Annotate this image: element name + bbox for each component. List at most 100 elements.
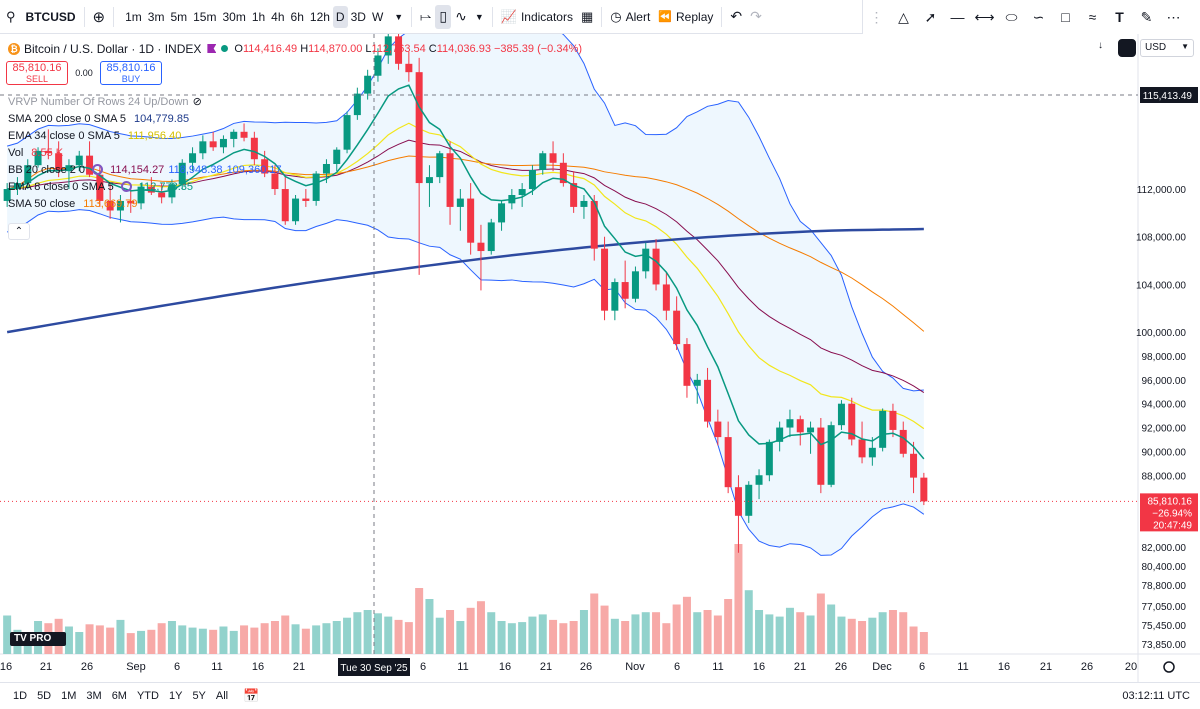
curve-tool-icon[interactable]: ∽ <box>1032 8 1045 25</box>
buy-button[interactable]: 85,810.16 BUY <box>100 61 162 85</box>
time-tick-label: 16 <box>252 661 264 673</box>
range-1Y[interactable]: 1Y <box>168 690 183 702</box>
time-tick-label: 26 <box>835 661 847 673</box>
range-6M[interactable]: 6M <box>111 690 127 702</box>
indicator-row[interactable]: VRVP Number Of Rows 24 Up/Down ⊘ <box>8 93 282 110</box>
timeframe-3D[interactable]: 3D <box>350 9 366 24</box>
candle-body <box>178 162 186 185</box>
candle-body <box>364 75 372 94</box>
drag-handle-icon[interactable]: ⋮ <box>869 8 884 25</box>
layout-grid-icon[interactable]: ▦ <box>580 8 594 24</box>
candle-body <box>65 165 73 172</box>
candle-body <box>415 72 423 184</box>
symbol-title[interactable]: Bitcoin / U.S. Dollar · 1D · INDEX <box>24 41 202 56</box>
settings-gear-icon[interactable] <box>120 181 132 192</box>
time-tick-label: 21 <box>40 661 52 673</box>
chart-area[interactable]: 112,000.00 108,000.00 104,000.00 100,000.00… <box>0 22 1200 682</box>
path-tool-icon[interactable]: ≈ <box>1088 9 1097 25</box>
volume-bar <box>755 610 764 654</box>
candle-body <box>96 174 104 201</box>
candle-body <box>250 137 258 160</box>
price-chart[interactable]: 112,000.00 108,000.00 104,000.00 100,000.00… <box>0 22 1200 682</box>
range-All[interactable]: All <box>215 690 229 702</box>
bar-chart-style-icon[interactable]: ⥛ <box>420 8 432 24</box>
volume-bar <box>559 623 568 654</box>
range-5Y[interactable]: 5Y <box>192 690 206 702</box>
pattern-tool-icon[interactable]: △ <box>898 8 909 25</box>
sma50-line <box>7 155 925 332</box>
go-to-date-calendar-icon[interactable]: 📅 <box>243 688 260 703</box>
volume-bar <box>147 629 156 654</box>
line-chart-style-icon[interactable]: ∿ <box>455 8 467 24</box>
compare-add-icon[interactable]: ⊕ <box>92 8 106 26</box>
indicator-row[interactable]: EMA 34 close 0 SMA 5 111,956.40 <box>8 127 282 144</box>
rectangle-tool-icon[interactable]: □ <box>1061 9 1070 25</box>
collapse-legend-chevron-icon[interactable]: ⌃ <box>8 223 30 240</box>
yellow-ma-line <box>7 122 925 430</box>
timeframe-12h[interactable]: 12h <box>309 9 330 24</box>
alert-button[interactable]: ◷ Alert <box>606 0 654 34</box>
indicator-row[interactable]: SMA 50 close 113,669.79 <box>8 195 282 212</box>
timeframe-30m[interactable]: 30m <box>222 9 246 24</box>
tradingview-logo[interactable]: TV PRO <box>10 632 66 646</box>
timeframe-15m[interactable]: 15m <box>193 9 217 24</box>
indicator-row[interactable]: Vol 8.55 K <box>8 144 282 161</box>
redo-icon[interactable]: ↷ <box>750 8 762 24</box>
candle-body <box>292 198 300 222</box>
volume-bar <box>476 601 485 654</box>
flag-icon[interactable] <box>207 44 217 53</box>
scroll-down-icon[interactable]: ↓ <box>1098 40 1103 51</box>
chart-style-chevron-icon[interactable]: ▼ <box>474 11 484 22</box>
timeframe-1m[interactable]: 1m <box>125 9 142 24</box>
volume-bar <box>446 610 455 654</box>
volume-bar <box>549 619 558 654</box>
timeframe-4h[interactable]: 4h <box>271 9 285 24</box>
timeframe-6h[interactable]: 6h <box>290 9 304 24</box>
volume-bar <box>775 616 784 654</box>
currency-select[interactable]: USD ▼ <box>1140 39 1194 57</box>
horizontal-ray-icon[interactable]: — <box>950 9 965 25</box>
time-tick-label: Dec <box>872 661 892 673</box>
replay-button[interactable]: ⏪ Replay <box>654 0 717 34</box>
range-1D[interactable]: 1D <box>13 690 28 702</box>
drawing-toolbar: ⋮ △ ➚ — ⟷ ⬭ ∽ □ ≈ T ✎ ⋯ <box>862 0 1200 34</box>
candle-body <box>848 403 856 440</box>
divider <box>113 6 115 27</box>
ohlc-label: O <box>234 42 243 55</box>
ellipse-tool-icon[interactable]: ⬭ <box>1005 8 1018 25</box>
indicator-value: 118,948.38 <box>168 163 223 176</box>
range-3M[interactable]: 3M <box>86 690 102 702</box>
utc-clock[interactable]: 03:12:11 UTC <box>1122 690 1190 702</box>
text-tool-icon[interactable]: T <box>1115 9 1124 25</box>
price-tick-label: 92,000.00 <box>1142 424 1187 435</box>
timeframe-D[interactable]: D <box>332 5 348 28</box>
symbol-search[interactable]: BTCUSD <box>25 9 76 24</box>
timeframe-5m[interactable]: 5m <box>170 9 188 24</box>
timeframe-dropdown-chevron-icon[interactable]: ▼ <box>394 11 404 22</box>
auto-scale-toggle-icon[interactable] <box>1118 39 1136 57</box>
ohlc-value: 114,036.93 <box>436 42 491 55</box>
sell-label: SELL <box>25 74 49 84</box>
undo-icon[interactable]: ↶ <box>730 8 743 24</box>
time-tick-label: 21 <box>794 661 806 673</box>
sell-button[interactable]: 85,810.16 SELL <box>6 61 68 85</box>
indicator-row[interactable]: BB 20 close 2 0 114,154.27 118,948.38 109,3… <box>8 161 282 178</box>
more-tools-icon[interactable]: ⋯ <box>1166 8 1181 25</box>
indicator-row[interactable]: EMA 8 close 0 SMA 5 112,773.35 <box>8 178 282 195</box>
timeframe-1h[interactable]: 1h <box>251 9 266 24</box>
timeframe-3m[interactable]: 3m <box>147 9 165 24</box>
chart-settings-gear-icon[interactable] <box>1163 661 1175 673</box>
timeframe-W[interactable]: W <box>371 9 384 24</box>
settings-gear-icon[interactable] <box>92 164 104 175</box>
range-YTD[interactable]: YTD <box>136 690 159 702</box>
search-icon[interactable]: ⚲ <box>6 8 16 24</box>
indicator-row[interactable]: SMA 200 close 0 SMA 5 104,779.85 <box>8 110 282 127</box>
brush-tool-icon[interactable]: ✎ <box>1140 8 1153 25</box>
candle-chart-style-icon[interactable]: ▯ <box>435 4 452 29</box>
trend-line-icon[interactable]: ➚ <box>924 8 937 25</box>
indicators-button[interactable]: 📈 Indicators <box>497 0 577 34</box>
hidden-eye-icon[interactable]: ⊘ <box>192 96 202 108</box>
range-1M[interactable]: 1M <box>61 690 77 702</box>
date-range-icon[interactable]: ⟷ <box>974 8 995 25</box>
range-5D[interactable]: 5D <box>37 690 52 702</box>
